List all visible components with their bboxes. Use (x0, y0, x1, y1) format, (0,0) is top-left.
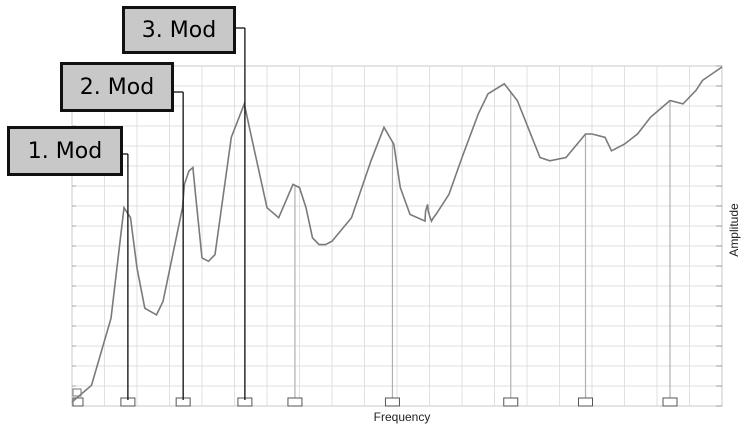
peak-marker-box (287, 397, 303, 407)
peak-marker-box (384, 397, 400, 407)
callout-mod-1: 1. Mod (7, 126, 123, 176)
callout-mod-3: 3. Mod (122, 6, 236, 54)
peak-markers (72, 92, 678, 407)
callout-leaders (123, 27, 246, 400)
grid (72, 66, 722, 406)
callout-mod-2: 2. Mod (60, 62, 174, 112)
peak-marker-box (662, 397, 678, 407)
y-axis-label: Amplitude (727, 203, 741, 257)
x-axis-label: Frequency (374, 410, 431, 424)
amplitude-series-line (71, 66, 723, 403)
peak-marker-box (578, 397, 593, 407)
origin-marker-box-upper (72, 388, 82, 397)
peak-marker-box (503, 397, 519, 407)
